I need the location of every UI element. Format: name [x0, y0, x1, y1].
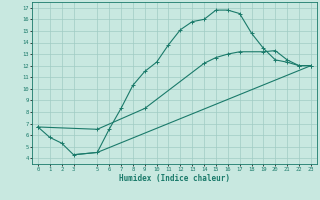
X-axis label: Humidex (Indice chaleur): Humidex (Indice chaleur): [119, 174, 230, 183]
